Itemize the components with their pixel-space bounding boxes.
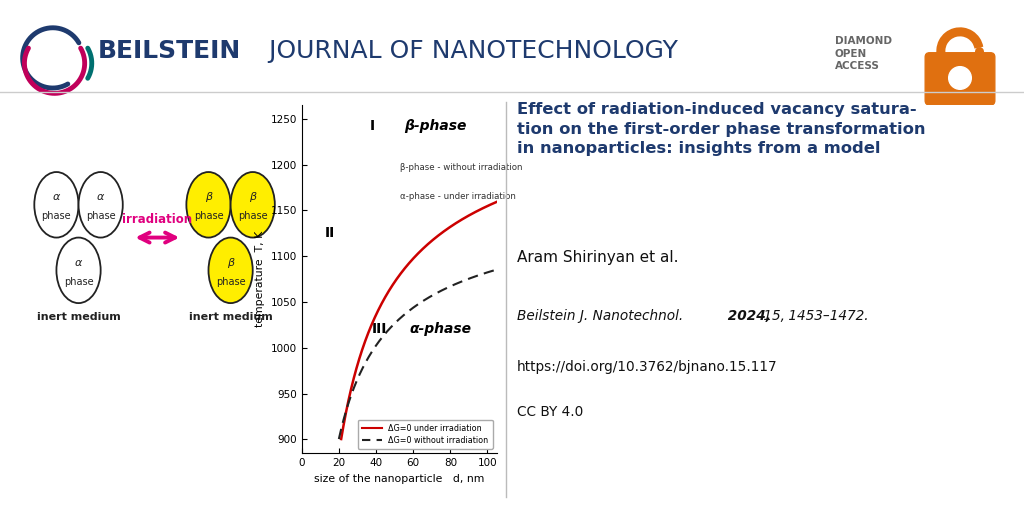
Y-axis label: temperature  T, K: temperature T, K: [255, 231, 265, 327]
Text: III: III: [372, 323, 388, 336]
Text: β: β: [249, 193, 256, 202]
Text: phase: phase: [42, 211, 72, 221]
Text: β-phase - without irradiation: β-phase - without irradiation: [400, 163, 523, 172]
Text: β: β: [227, 258, 234, 268]
Text: 15,: 15,: [760, 309, 785, 323]
Text: phase: phase: [194, 211, 223, 221]
Text: phase: phase: [238, 211, 267, 221]
Circle shape: [186, 172, 230, 238]
Text: α: α: [97, 193, 104, 202]
Text: β: β: [205, 193, 212, 202]
X-axis label: size of the nanoparticle   d, nm: size of the nanoparticle d, nm: [314, 474, 484, 483]
Text: Beilstein J. Nanotechnol.: Beilstein J. Nanotechnol.: [517, 309, 683, 323]
Circle shape: [35, 172, 79, 238]
Text: I: I: [370, 119, 375, 133]
Text: 1453–1472.: 1453–1472.: [783, 309, 868, 323]
Text: inert medium: inert medium: [37, 312, 121, 323]
Text: Aram Shirinyan et al.: Aram Shirinyan et al.: [517, 250, 679, 265]
Text: α-phase - under irradiation: α-phase - under irradiation: [400, 192, 516, 201]
Text: irradiation: irradiation: [122, 212, 193, 226]
Circle shape: [209, 238, 253, 303]
Text: II: II: [325, 226, 335, 240]
Text: α-phase: α-phase: [410, 323, 471, 336]
Text: phase: phase: [216, 277, 246, 287]
Text: α: α: [52, 193, 60, 202]
Text: phase: phase: [86, 211, 116, 221]
Text: CC BY 4.0: CC BY 4.0: [517, 404, 584, 419]
Circle shape: [948, 67, 972, 89]
Text: JOURNAL OF NANOTECHNOLOGY: JOURNAL OF NANOTECHNOLOGY: [261, 39, 678, 63]
Text: Effect of radiation-induced vacancy satura-
tion on the first-order phase transf: Effect of radiation-induced vacancy satu…: [517, 102, 926, 156]
Circle shape: [56, 238, 100, 303]
Text: https://doi.org/10.3762/bjnano.15.117: https://doi.org/10.3762/bjnano.15.117: [517, 360, 778, 374]
Circle shape: [230, 172, 274, 238]
Text: 2024,: 2024,: [723, 309, 771, 323]
Text: α: α: [75, 258, 82, 268]
Text: β-phase: β-phase: [404, 119, 466, 133]
Legend: ΔG=0 under irradiation, ΔG=0 without irradiation: ΔG=0 under irradiation, ΔG=0 without irr…: [357, 420, 493, 449]
Circle shape: [79, 172, 123, 238]
Text: phase: phase: [63, 277, 93, 287]
FancyBboxPatch shape: [926, 53, 995, 105]
Text: DIAMOND
OPEN
ACCESS: DIAMOND OPEN ACCESS: [835, 36, 892, 72]
Text: BEILSTEIN: BEILSTEIN: [97, 39, 241, 63]
Text: inert medium: inert medium: [188, 312, 272, 323]
